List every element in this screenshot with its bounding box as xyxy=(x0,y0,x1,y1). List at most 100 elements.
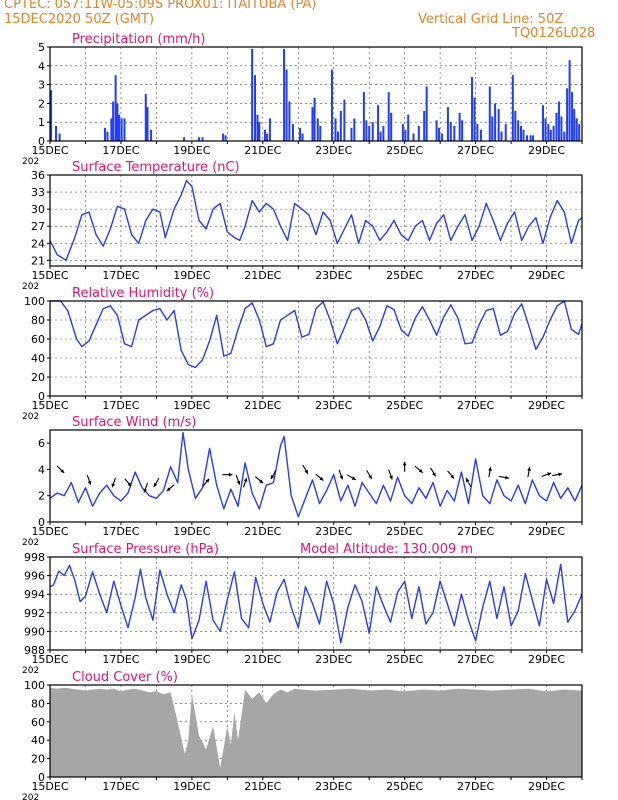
wind-arrow xyxy=(388,469,393,480)
data-point xyxy=(170,466,172,468)
data-point xyxy=(280,225,282,227)
data-point xyxy=(570,242,572,244)
data-point xyxy=(460,593,462,595)
panel-title: Precipitation (mm/h) xyxy=(72,32,205,47)
wind-arrow xyxy=(527,467,531,478)
precip-bar xyxy=(544,118,547,141)
data-point xyxy=(560,497,562,499)
data-point xyxy=(528,225,530,227)
data-point xyxy=(389,621,391,623)
data-point xyxy=(350,310,352,311)
data-point xyxy=(475,640,477,642)
wind-arrow xyxy=(338,469,344,480)
data-point xyxy=(290,495,292,497)
data-point xyxy=(258,319,260,321)
data-point xyxy=(141,487,143,489)
wind-arrow-head xyxy=(368,475,372,480)
data-point xyxy=(255,576,257,578)
precip-bar xyxy=(311,107,314,141)
x-tick-label: 17DEC xyxy=(102,780,139,793)
data-point xyxy=(400,329,402,330)
panel-frame xyxy=(49,46,583,142)
precip-bar xyxy=(438,127,441,141)
precip-bar xyxy=(517,120,520,141)
data-point xyxy=(379,326,381,328)
data-point xyxy=(482,606,484,608)
data-point xyxy=(414,225,416,227)
data-point xyxy=(194,367,196,368)
series-line xyxy=(50,300,583,369)
y-tick-label: 30 xyxy=(31,203,45,216)
data-point xyxy=(567,621,569,623)
panel-annotation: Model Altitude: 130.009 m xyxy=(300,542,473,557)
precip-bar xyxy=(575,118,578,141)
precip-bar xyxy=(116,103,119,141)
data-point xyxy=(553,482,555,484)
precip-bar xyxy=(526,135,529,141)
data-point xyxy=(287,239,289,241)
data-point xyxy=(74,579,76,581)
precip-bar xyxy=(301,133,304,141)
wind-arrow-head xyxy=(111,483,116,488)
data-point xyxy=(258,508,260,510)
y-tick-label: 80 xyxy=(31,697,45,710)
y-tick-label: 36 xyxy=(31,169,45,182)
data-point xyxy=(460,471,462,473)
wind-arrow-head xyxy=(402,461,407,466)
wind-arrow xyxy=(465,477,472,488)
data-point xyxy=(230,488,232,490)
precip-bar xyxy=(511,75,514,141)
panel-frame xyxy=(49,300,583,397)
precip-bar xyxy=(222,133,225,141)
x-tick-label: 23DEC xyxy=(315,653,352,666)
data-point xyxy=(499,239,501,241)
data-point xyxy=(436,222,438,224)
y-tick-label: 0 xyxy=(38,390,45,403)
data-point xyxy=(237,329,239,330)
data-point xyxy=(180,584,182,586)
y-tick-label: 990 xyxy=(24,625,45,638)
precip-bar xyxy=(449,122,452,141)
precip-bar xyxy=(407,114,410,141)
x-tick-label: 25DEC xyxy=(386,399,423,412)
data-point xyxy=(109,228,111,230)
data-point xyxy=(361,482,363,484)
data-point xyxy=(123,208,125,210)
data-point xyxy=(457,317,459,319)
x-tick-label: 25DEC xyxy=(386,653,423,666)
data-point xyxy=(347,606,349,608)
data-point xyxy=(478,225,480,227)
precip-bar xyxy=(350,127,353,141)
wind-arrow-head xyxy=(270,475,275,480)
y-tick-label: 100 xyxy=(24,295,45,308)
data-point xyxy=(219,202,221,204)
data-point xyxy=(326,489,328,491)
data-point xyxy=(287,314,289,316)
wind-arrow-head xyxy=(466,478,470,483)
data-point xyxy=(340,642,342,644)
precip-bar xyxy=(476,124,479,141)
precip-bar xyxy=(253,75,256,141)
data-point xyxy=(517,484,519,486)
data-point xyxy=(145,597,147,599)
data-point xyxy=(63,495,65,497)
data-point xyxy=(145,314,147,316)
precip-bar xyxy=(330,69,333,141)
precip-bar xyxy=(379,131,382,141)
precip-bar xyxy=(120,118,123,141)
precip-bar xyxy=(435,120,438,141)
data-point xyxy=(244,462,246,464)
data-point xyxy=(159,308,161,310)
data-point xyxy=(237,505,239,507)
y-tick-label: 4 xyxy=(38,463,45,476)
precip-bar xyxy=(316,118,319,141)
precip-bar xyxy=(412,133,415,141)
data-point xyxy=(187,364,189,366)
wind-arrow xyxy=(315,473,324,481)
panel-frame xyxy=(49,684,583,778)
data-point xyxy=(489,580,491,582)
x-tick-label: 27DEC xyxy=(457,525,494,538)
data-point xyxy=(280,319,282,321)
x-tick-label: 27DEC xyxy=(457,653,494,666)
data-point xyxy=(74,237,76,239)
